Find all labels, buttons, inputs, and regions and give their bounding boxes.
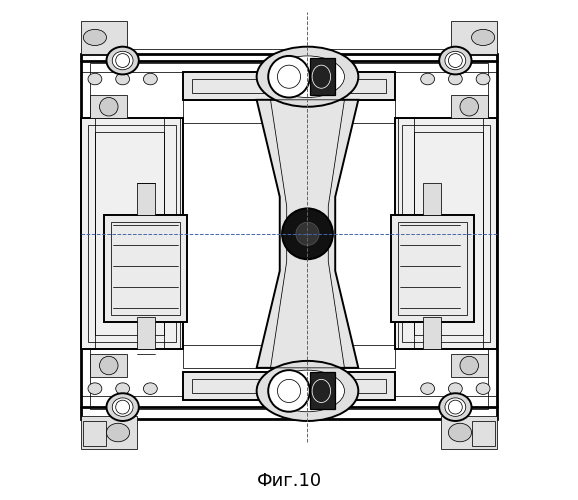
Ellipse shape <box>449 424 472 442</box>
Bar <box>442 416 497 448</box>
Bar <box>310 372 335 410</box>
Bar <box>395 118 497 350</box>
Ellipse shape <box>439 394 472 421</box>
Bar <box>183 372 395 400</box>
Bar <box>423 183 442 216</box>
Bar <box>90 95 127 118</box>
Bar <box>83 421 106 446</box>
Ellipse shape <box>476 73 490 85</box>
Circle shape <box>296 222 319 246</box>
Bar <box>104 216 187 322</box>
Ellipse shape <box>143 73 157 85</box>
Circle shape <box>116 400 129 414</box>
Ellipse shape <box>421 383 435 394</box>
Bar <box>81 416 136 448</box>
Bar <box>451 22 497 54</box>
Ellipse shape <box>445 52 466 70</box>
Bar <box>483 118 497 350</box>
Circle shape <box>99 356 118 375</box>
Text: Фиг.10: Фиг.10 <box>257 472 321 490</box>
Circle shape <box>268 56 310 98</box>
Circle shape <box>268 370 310 412</box>
Ellipse shape <box>116 383 129 394</box>
Bar <box>90 354 127 377</box>
Bar <box>310 58 335 95</box>
Ellipse shape <box>449 383 462 394</box>
Bar <box>136 317 155 350</box>
Bar <box>183 72 395 100</box>
Ellipse shape <box>106 394 139 421</box>
Bar <box>81 54 497 418</box>
Bar <box>136 183 155 216</box>
Ellipse shape <box>421 73 435 85</box>
Bar <box>95 132 164 336</box>
Ellipse shape <box>271 56 344 98</box>
Ellipse shape <box>257 361 358 421</box>
Circle shape <box>449 400 462 414</box>
Circle shape <box>99 98 118 116</box>
Bar <box>88 125 176 342</box>
Bar <box>164 118 180 350</box>
Ellipse shape <box>476 383 490 394</box>
Bar <box>81 22 127 54</box>
Bar <box>192 79 386 93</box>
Bar <box>451 95 488 118</box>
Ellipse shape <box>112 398 133 416</box>
Bar <box>451 354 488 377</box>
Ellipse shape <box>439 46 472 74</box>
Ellipse shape <box>449 73 462 85</box>
Ellipse shape <box>106 424 129 442</box>
Ellipse shape <box>472 30 495 46</box>
Ellipse shape <box>445 398 466 416</box>
Ellipse shape <box>112 52 133 70</box>
Ellipse shape <box>83 30 106 46</box>
Bar <box>398 118 414 350</box>
Bar <box>183 100 395 123</box>
Polygon shape <box>257 100 358 368</box>
Bar <box>423 317 442 350</box>
Ellipse shape <box>106 46 139 74</box>
Circle shape <box>460 356 479 375</box>
Circle shape <box>282 208 333 259</box>
Ellipse shape <box>116 73 129 85</box>
Ellipse shape <box>271 370 344 412</box>
Bar <box>111 222 180 314</box>
Bar <box>90 63 488 410</box>
Bar <box>81 118 183 350</box>
Bar <box>183 344 395 368</box>
Bar <box>391 216 474 322</box>
Circle shape <box>277 380 301 402</box>
Bar <box>81 44 497 428</box>
Circle shape <box>116 54 129 68</box>
Bar <box>472 421 495 446</box>
Circle shape <box>449 54 462 68</box>
Ellipse shape <box>88 73 102 85</box>
Ellipse shape <box>88 383 102 394</box>
Bar <box>81 118 95 350</box>
Circle shape <box>460 98 479 116</box>
Ellipse shape <box>143 383 157 394</box>
Ellipse shape <box>257 46 358 106</box>
Bar <box>402 125 490 342</box>
Bar <box>192 380 386 394</box>
Circle shape <box>277 65 301 88</box>
Bar <box>414 132 483 336</box>
Bar <box>398 222 467 314</box>
